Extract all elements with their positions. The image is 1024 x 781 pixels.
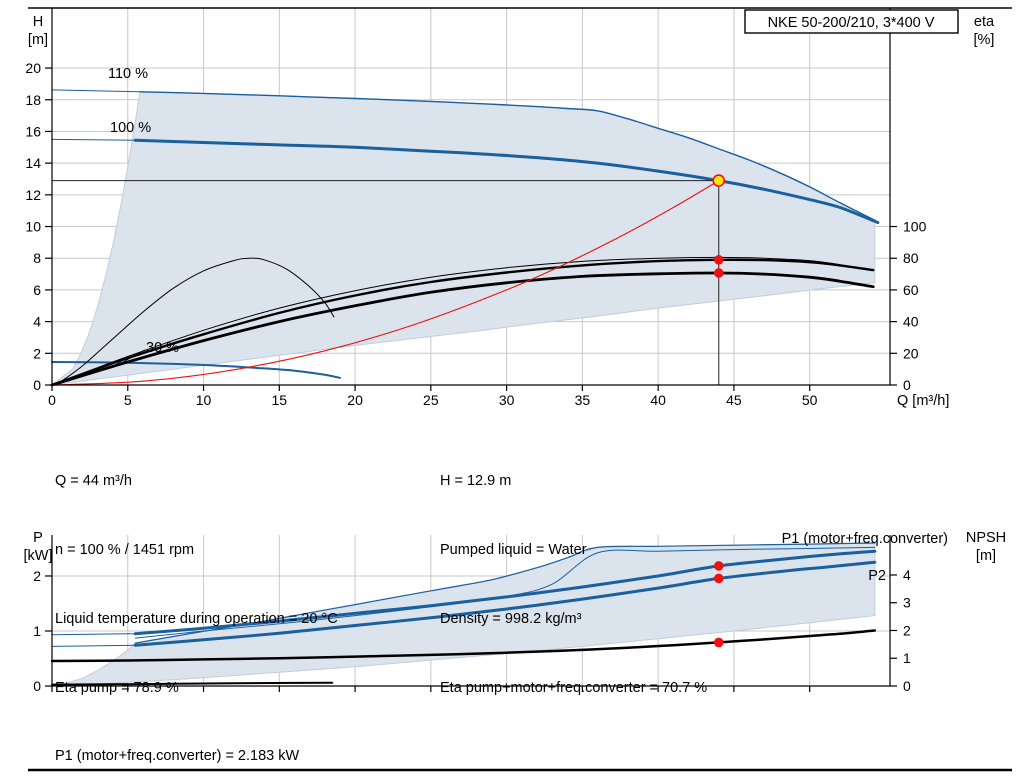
x-tick-label: 5 xyxy=(124,392,132,408)
duty-point-marker xyxy=(712,174,726,187)
y-left-tick-label: 16 xyxy=(25,123,41,139)
y-left-tick-label: 18 xyxy=(25,92,41,108)
y-right-axis-unit: [m] xyxy=(976,548,996,564)
y-left-tick-label: 4 xyxy=(33,314,41,330)
info-line-eta-total: Eta pump+motor+freq.converter = 70.7 % xyxy=(440,680,708,696)
y-left-tick-label: 10 xyxy=(25,219,41,235)
eta-total-curve xyxy=(50,271,875,387)
y-right-axis-unit: [%] xyxy=(974,32,995,48)
p2-curve-label: P2 xyxy=(868,568,886,584)
footer-line-p1: P1 (motor+freq.converter) = 2.183 kW xyxy=(55,748,300,764)
speed-100-curve xyxy=(133,138,880,225)
y-left-tick-label: 12 xyxy=(25,187,41,203)
info-line-head: H = 12.9 m xyxy=(440,473,512,489)
p-30-curve xyxy=(51,681,334,686)
y-right-tick-label: 80 xyxy=(903,250,919,266)
x-tick-label: 10 xyxy=(196,392,212,408)
y-right-tick-label: 3 xyxy=(903,595,911,611)
x-tick-label: 25 xyxy=(423,392,439,408)
tick-marks-and-labels: 0 1 2 0 1 2 3 4 xyxy=(33,567,911,694)
page-borders xyxy=(28,7,1012,772)
y-right-tick-label: 0 xyxy=(903,678,911,694)
npsh-curve xyxy=(50,629,877,663)
x-tick-label: 15 xyxy=(272,392,288,408)
y-left-axis-title: H xyxy=(33,14,43,30)
y-right-tick-label: 100 xyxy=(903,219,927,235)
duty-info-left-column: Q = 44 m³/h n = 100 % / 1451 rpm Liquid … xyxy=(55,424,338,746)
y-left-axis-unit: [kW] xyxy=(24,548,53,564)
power-info-block: P1 (motor+freq.converter) = 2.183 kW P2 … xyxy=(55,699,299,781)
y-left-tick-label: 0 xyxy=(33,377,41,393)
p-thin-mid-curve xyxy=(134,546,876,639)
y-right-tick-label: 1 xyxy=(903,650,911,666)
p1-curve-label: P1 (motor+freq.converter) xyxy=(782,531,948,547)
speed-110-label: 110 % xyxy=(108,66,148,82)
y-left-tick-label: 2 xyxy=(33,345,41,361)
x-tick-label: 45 xyxy=(726,392,742,408)
y-right-tick-label: 40 xyxy=(903,314,919,330)
eta-total-dot xyxy=(713,268,724,278)
x-tick-label: 30 xyxy=(499,392,515,408)
speed-30-label: 30 % xyxy=(146,340,179,356)
y-right-tick-label: 20 xyxy=(903,345,919,361)
info-line-speed: n = 100 % / 1451 rpm xyxy=(55,542,195,558)
info-line-eta-pump: Eta pump = 78.9 % xyxy=(55,680,179,696)
power-npsh-chart: 0 1 2 0 1 2 3 4 P [kW] NPSH [m] P1 (motor+freq.conve… xyxy=(24,530,1007,694)
speed-110-extension xyxy=(51,89,141,93)
y-left-tick-label: 8 xyxy=(33,250,41,266)
speed-100-extension xyxy=(51,138,136,141)
speed-110-curve xyxy=(139,91,876,221)
p2-curve xyxy=(133,560,877,647)
p2-extension xyxy=(51,644,136,647)
info-line-liquid: Pumped liquid = Water xyxy=(440,542,587,558)
info-line-q: Q = 44 m³/h xyxy=(55,473,132,489)
y-right-tick-label: 60 xyxy=(903,282,919,298)
y-left-tick-label: 2 xyxy=(33,568,41,584)
y-right-tick-label: 4 xyxy=(903,567,911,583)
x-tick-label: 20 xyxy=(347,392,363,408)
y-left-tick-label: 0 xyxy=(33,678,41,694)
chart-title-box: NKE 50-200/210, 3*400 V xyxy=(744,9,959,34)
y-right-tick-label: 0 xyxy=(903,377,911,393)
y-left-tick-label: 14 xyxy=(25,155,41,171)
tick-marks-and-labels: 0 2 4 6 8 10 12 14 16 18 20 0 20 40 60 80 100 0 5 10 15 20 25 3… xyxy=(25,60,926,408)
y-left-tick-label: 6 xyxy=(33,282,41,298)
duty-crosshair xyxy=(52,180,720,385)
p1-extension xyxy=(51,633,136,636)
x-tick-label: 35 xyxy=(575,392,591,408)
control-curve-red xyxy=(51,180,720,386)
hq-chart: 0 2 4 6 8 10 12 14 16 18 20 0 20 40 60 80 100 0 5 10 15 20 25 3… xyxy=(25,8,995,409)
y-left-axis-title: P xyxy=(33,530,43,546)
info-line-density: Density = 998.2 kg/m³ xyxy=(440,611,582,627)
axes-frame xyxy=(51,535,891,687)
eta-curve-low-speed xyxy=(59,257,335,384)
p1-curve xyxy=(133,549,877,636)
y-left-tick-label: 1 xyxy=(33,623,41,639)
x-axis-title: Q [m³/h] xyxy=(897,393,949,409)
x-tick-label: 0 xyxy=(48,392,56,408)
title-box-frame xyxy=(744,9,959,34)
y-right-axis-title: NPSH xyxy=(966,530,1006,546)
y-left-tick-label: 20 xyxy=(25,60,41,76)
pump-model-title: NKE 50-200/210, 3*400 V xyxy=(768,15,935,31)
speed-100-label: 100 % xyxy=(110,120,151,136)
eta-pump-curve xyxy=(50,258,875,387)
p1-dot xyxy=(713,561,724,571)
npsh-dot xyxy=(713,637,724,648)
eta-pump-dot xyxy=(713,255,724,265)
y-left-axis-unit: [m] xyxy=(28,32,48,48)
y-right-tick-label: 2 xyxy=(903,622,911,638)
info-line-temperature: Liquid temperature during operation = 20… xyxy=(55,611,338,627)
eta-curve-thin xyxy=(51,256,841,386)
p2-dot xyxy=(713,573,724,584)
y-right-axis-title: eta xyxy=(974,14,995,30)
x-tick-label: 50 xyxy=(802,392,818,408)
x-tick-label: 40 xyxy=(650,392,666,408)
duty-info-right-column: H = 12.9 m Pumped liquid = Water Density… xyxy=(440,424,707,746)
